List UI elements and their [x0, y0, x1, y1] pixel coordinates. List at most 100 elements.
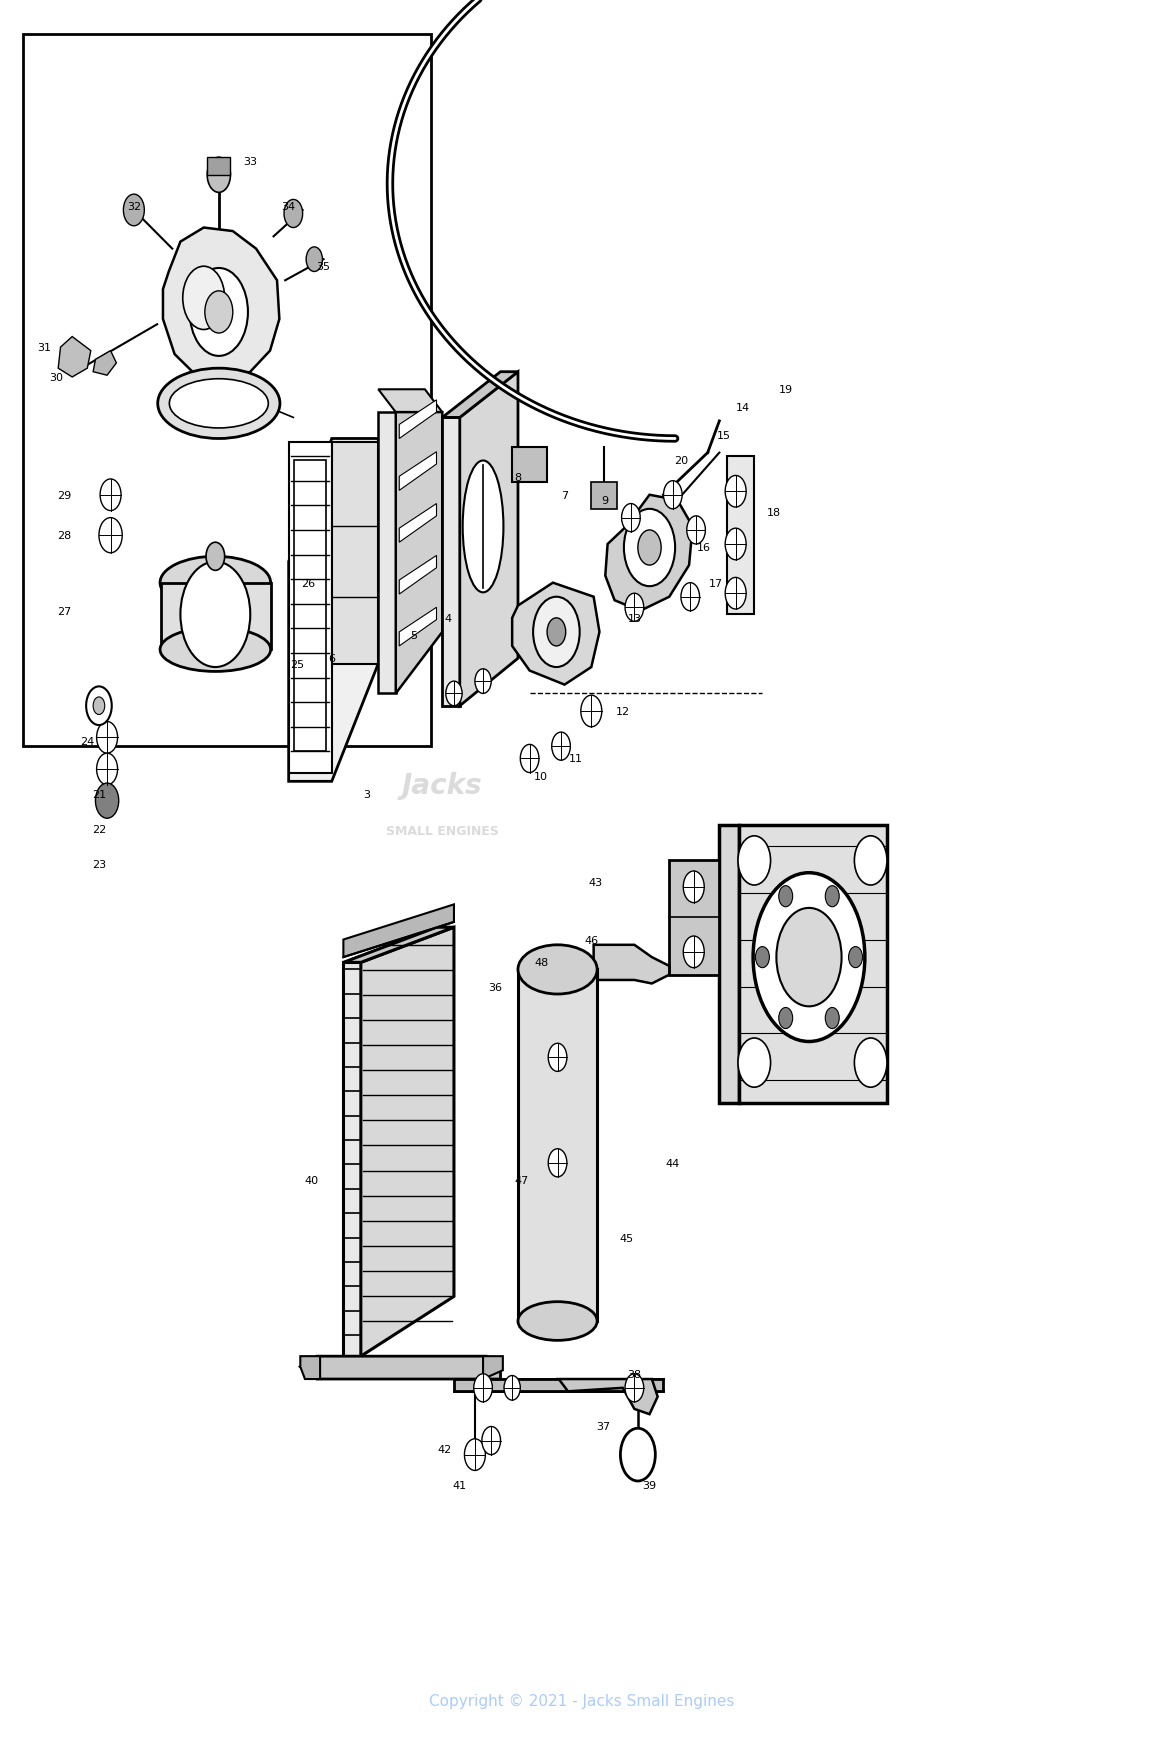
Text: 20: 20 — [674, 455, 688, 466]
Bar — [23, 35, 431, 747]
Polygon shape — [332, 443, 378, 664]
Text: 47: 47 — [514, 1175, 528, 1186]
Ellipse shape — [462, 462, 503, 594]
Polygon shape — [739, 826, 887, 1103]
Circle shape — [625, 1374, 644, 1402]
Circle shape — [849, 947, 863, 968]
Polygon shape — [343, 928, 454, 963]
Text: SMALL ENGINES: SMALL ENGINES — [386, 824, 498, 838]
Text: 30: 30 — [49, 372, 63, 383]
Circle shape — [183, 267, 225, 330]
Circle shape — [190, 269, 248, 357]
Text: 25: 25 — [290, 659, 304, 669]
Text: 11: 11 — [569, 754, 583, 764]
Polygon shape — [343, 905, 454, 958]
Polygon shape — [361, 928, 454, 1356]
Polygon shape — [378, 390, 442, 413]
Polygon shape — [163, 228, 279, 383]
Text: 43: 43 — [589, 877, 603, 887]
Polygon shape — [399, 608, 436, 647]
Polygon shape — [294, 460, 326, 752]
Text: 26: 26 — [301, 578, 315, 589]
Polygon shape — [669, 861, 719, 975]
Text: 28: 28 — [57, 531, 71, 541]
Circle shape — [306, 248, 322, 272]
Text: 22: 22 — [92, 824, 106, 835]
Polygon shape — [719, 826, 739, 1103]
Circle shape — [725, 578, 746, 610]
Polygon shape — [289, 439, 378, 782]
Text: 40: 40 — [305, 1175, 319, 1186]
Polygon shape — [442, 372, 518, 418]
Polygon shape — [378, 413, 396, 694]
Ellipse shape — [157, 369, 279, 439]
Ellipse shape — [159, 627, 270, 671]
Circle shape — [725, 529, 746, 560]
Text: 41: 41 — [453, 1479, 467, 1490]
Text: 39: 39 — [643, 1479, 656, 1490]
Circle shape — [475, 669, 491, 694]
Bar — [512, 448, 547, 483]
Polygon shape — [559, 1379, 658, 1414]
Circle shape — [464, 1439, 485, 1471]
Polygon shape — [343, 963, 361, 1356]
Circle shape — [446, 682, 462, 706]
Circle shape — [624, 510, 675, 587]
Text: 27: 27 — [57, 606, 71, 617]
Polygon shape — [289, 443, 332, 773]
Circle shape — [825, 886, 839, 907]
Text: 23: 23 — [92, 859, 106, 870]
Circle shape — [625, 594, 644, 622]
Text: 13: 13 — [627, 613, 641, 624]
Circle shape — [638, 531, 661, 566]
Text: 16: 16 — [697, 543, 711, 553]
Circle shape — [99, 518, 122, 553]
Polygon shape — [399, 401, 436, 439]
Polygon shape — [605, 495, 693, 611]
Circle shape — [755, 947, 769, 968]
Text: 8: 8 — [514, 473, 521, 483]
Circle shape — [123, 195, 144, 227]
Circle shape — [776, 908, 842, 1007]
Polygon shape — [512, 583, 599, 685]
Circle shape — [620, 1428, 655, 1481]
Text: 3: 3 — [363, 789, 370, 799]
Circle shape — [86, 687, 112, 726]
Text: 7: 7 — [561, 490, 568, 501]
Text: 36: 36 — [488, 982, 502, 993]
Polygon shape — [460, 372, 518, 706]
Circle shape — [622, 504, 640, 532]
Text: 10: 10 — [534, 771, 548, 782]
Text: 19: 19 — [779, 385, 793, 395]
Ellipse shape — [159, 557, 270, 610]
Circle shape — [93, 698, 105, 715]
Circle shape — [548, 1044, 567, 1072]
Text: 5: 5 — [410, 631, 417, 641]
Polygon shape — [728, 457, 754, 615]
Circle shape — [683, 936, 704, 968]
Ellipse shape — [518, 1302, 597, 1341]
Circle shape — [206, 543, 225, 571]
Polygon shape — [483, 1356, 503, 1379]
Polygon shape — [454, 1379, 663, 1392]
Polygon shape — [399, 504, 436, 543]
Ellipse shape — [169, 380, 268, 429]
Text: 14: 14 — [736, 402, 750, 413]
Text: 12: 12 — [616, 706, 630, 717]
Circle shape — [552, 733, 570, 761]
Text: 44: 44 — [666, 1158, 680, 1168]
Circle shape — [683, 871, 704, 903]
Text: 21: 21 — [92, 789, 106, 799]
Circle shape — [753, 873, 865, 1042]
Text: 42: 42 — [438, 1444, 452, 1455]
Polygon shape — [300, 1356, 320, 1379]
Ellipse shape — [518, 945, 597, 994]
Text: 34: 34 — [282, 202, 296, 213]
Text: 38: 38 — [627, 1369, 641, 1379]
Circle shape — [738, 836, 771, 886]
Bar — [161, 583, 271, 650]
Circle shape — [548, 1149, 567, 1177]
Text: 17: 17 — [709, 578, 723, 589]
Circle shape — [95, 784, 119, 819]
Text: Jacks: Jacks — [402, 771, 483, 799]
